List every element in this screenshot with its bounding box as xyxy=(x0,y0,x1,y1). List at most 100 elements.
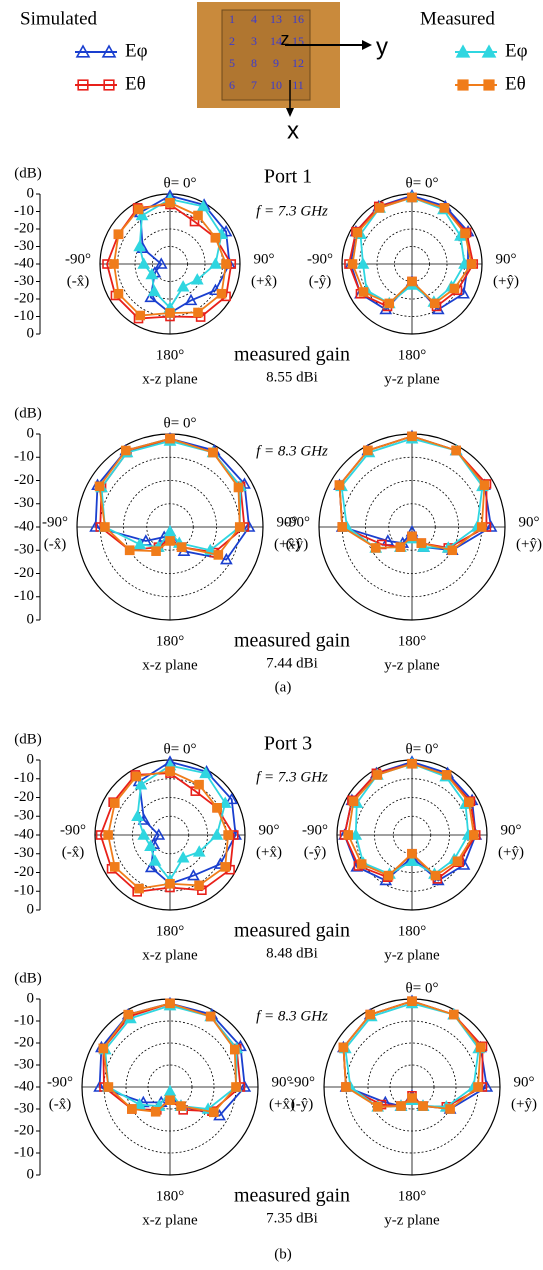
marker xyxy=(212,830,222,839)
scale-unit: (dB) xyxy=(14,405,42,421)
angle-label: θ= 0° xyxy=(164,415,197,431)
marker xyxy=(408,194,416,202)
scale-label: -20 xyxy=(14,472,34,488)
marker xyxy=(126,546,134,554)
angle-label: 180° xyxy=(156,347,185,363)
marker xyxy=(101,523,109,531)
marker xyxy=(165,527,175,536)
marker xyxy=(342,1083,350,1091)
scale-label: -20 xyxy=(14,565,34,581)
marker xyxy=(358,860,366,868)
marker xyxy=(135,205,143,213)
marker xyxy=(132,773,140,781)
marker xyxy=(373,771,381,779)
marker xyxy=(478,523,486,531)
angle-label: 90° xyxy=(501,822,522,838)
axis-direction: (-x̂) xyxy=(49,1096,72,1112)
marker xyxy=(417,539,425,547)
marker xyxy=(350,797,358,805)
scale-label: -10 xyxy=(14,203,34,219)
scale-label: -30 xyxy=(14,542,34,558)
cell-number: 7 xyxy=(251,78,257,92)
scale-label: -20 xyxy=(14,290,34,306)
gain-title: measured gain xyxy=(234,630,350,652)
cell-number: 16 xyxy=(292,12,304,26)
angle-label: 90° xyxy=(254,251,275,267)
angle-label: 180° xyxy=(156,923,185,939)
plane-label: y-z plane xyxy=(384,371,440,387)
angle-label: -90° xyxy=(47,1074,73,1090)
legend-label: Eθ xyxy=(125,73,146,94)
marker xyxy=(124,1011,132,1019)
scale-label: -20 xyxy=(14,789,34,805)
y-arrowhead xyxy=(362,40,372,50)
marker xyxy=(349,260,357,268)
scale-label: -20 xyxy=(14,1122,34,1138)
marker xyxy=(353,229,361,237)
marker xyxy=(209,449,217,457)
marker xyxy=(385,299,393,307)
marker xyxy=(431,872,439,880)
marker xyxy=(211,234,219,242)
marker xyxy=(110,260,118,268)
marker xyxy=(111,863,119,871)
marker xyxy=(480,481,488,489)
scale-label: 0 xyxy=(27,901,35,917)
scale-label: 0 xyxy=(27,990,35,1006)
axis-direction: (-x̂) xyxy=(62,844,85,860)
frequency: f = 8.3 GHz xyxy=(256,1008,328,1024)
panel-label: (a) xyxy=(275,679,292,695)
gain-value: 7.44 dBi xyxy=(266,655,318,671)
angle-label: 90° xyxy=(514,1074,535,1090)
angle-label: θ= 0° xyxy=(406,741,439,757)
marker xyxy=(166,199,174,207)
scale-unit: (dB) xyxy=(14,731,42,747)
scale-label: -30 xyxy=(14,1100,34,1116)
axis-direction: (-x̂) xyxy=(67,273,90,289)
legend-label: Eφ xyxy=(125,40,148,61)
scale-label: -30 xyxy=(14,273,34,289)
angle-label: 180° xyxy=(156,633,185,649)
scale-label: 0 xyxy=(27,611,35,627)
gain-value: 8.48 dBi xyxy=(266,945,318,961)
scale-label: -40 xyxy=(14,1078,34,1094)
marker xyxy=(419,1102,427,1110)
scale-label: 0 xyxy=(27,425,35,441)
scale-label: -40 xyxy=(14,518,34,534)
marker xyxy=(166,1096,174,1104)
angle-label: θ= 0° xyxy=(406,980,439,996)
cell-number: 3 xyxy=(251,34,257,48)
plane-label: y-z plane xyxy=(384,947,440,963)
axis-direction: (+ŷ) xyxy=(516,536,542,552)
marker xyxy=(408,997,416,1005)
scale-label: -10 xyxy=(14,1012,34,1028)
scale-label: -10 xyxy=(14,883,34,899)
figure: 14131623141558912671011 zyxSimulatedMeas… xyxy=(0,0,543,1270)
marker xyxy=(450,1011,458,1019)
plane-label: x-z plane xyxy=(142,371,198,387)
marker xyxy=(166,537,174,545)
marker xyxy=(152,1108,160,1116)
legend-label: Eφ xyxy=(505,40,528,61)
marker xyxy=(166,309,174,317)
angle-label: θ= 0° xyxy=(164,175,197,191)
angle-label: 180° xyxy=(398,347,427,363)
marker xyxy=(397,1102,405,1110)
angle-label: θ= 0° xyxy=(406,175,439,191)
marker xyxy=(236,523,244,531)
axis-direction: (+ŷ) xyxy=(498,844,524,860)
gain-title: measured gain xyxy=(234,1185,350,1207)
scale-label: 0 xyxy=(27,325,35,341)
angle-label: 90° xyxy=(496,251,517,267)
marker xyxy=(408,532,416,540)
axis-direction: (-ŷ) xyxy=(291,1096,314,1112)
scale-label: 0 xyxy=(27,751,35,767)
marker xyxy=(166,767,174,775)
scale-label: -20 xyxy=(14,220,34,236)
series-line xyxy=(108,771,228,888)
legend-group: Simulated xyxy=(20,8,98,29)
angle-label: -90° xyxy=(302,822,328,838)
scale-label: -10 xyxy=(14,1144,34,1160)
marker xyxy=(408,278,416,286)
marker xyxy=(344,831,352,839)
